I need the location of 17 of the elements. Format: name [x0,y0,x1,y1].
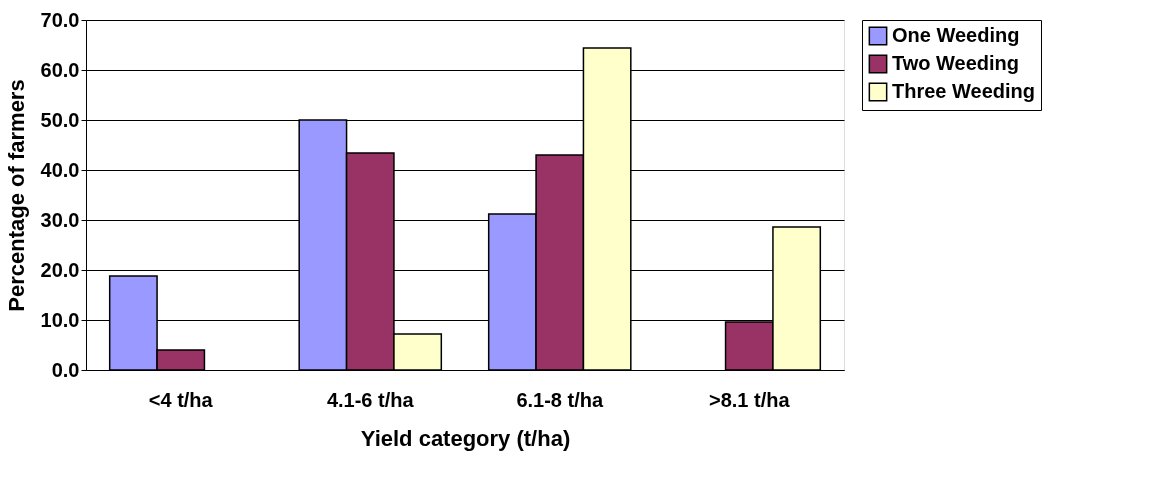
x-tick-label: 4.1-6 t/ha [326,388,415,411]
legend-label: Three Weeding [892,80,1035,102]
y-tick-label: 60.0 [40,58,80,81]
x-tick-label: <4 t/ha [148,388,214,411]
y-tick-label: 40.0 [40,158,80,181]
legend-label: Two Weeding [892,52,1020,74]
y-tick-label: 70.0 [40,8,80,31]
x-tick-label: >8.1 t/ha [708,388,791,411]
y-tick-label: 10.0 [40,308,80,331]
y-tick-label: 20.0 [40,258,80,281]
y-tick-label: 0.0 [51,358,80,381]
x-axis-title: Yield category (t/ha) [360,425,571,451]
x-tick-label: 6.1-8 t/ha [516,388,604,411]
y-tick-label: 30.0 [40,208,80,231]
legend-label: One Weeding [892,24,1020,46]
y-tick-label: 50.0 [40,108,80,131]
y-axis-title: Percentage of farmers [3,79,29,312]
